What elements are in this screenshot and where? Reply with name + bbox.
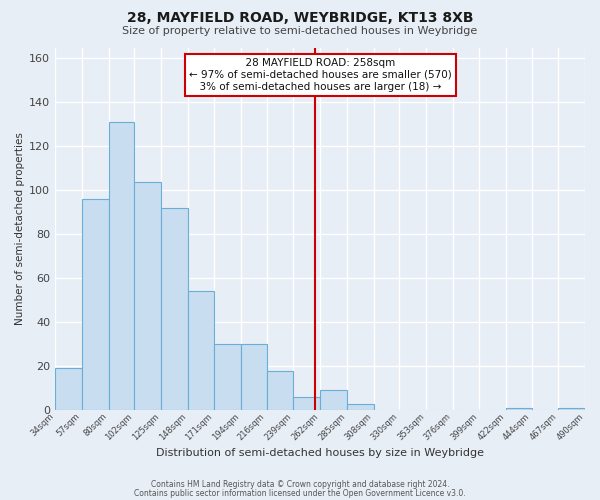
Text: 28 MAYFIELD ROAD: 258sqm  
← 97% of semi-detached houses are smaller (570)
  3% : 28 MAYFIELD ROAD: 258sqm ← 97% of semi-d… [189,58,451,92]
Bar [320,390,347,410]
Bar [347,404,374,410]
Bar [558,408,585,410]
Bar [241,344,266,410]
Bar [82,199,109,410]
Bar [214,344,241,410]
Bar [55,368,82,410]
Text: Size of property relative to semi-detached houses in Weybridge: Size of property relative to semi-detach… [122,26,478,36]
Bar [266,370,293,410]
Text: Contains public sector information licensed under the Open Government Licence v3: Contains public sector information licen… [134,489,466,498]
Bar [506,408,532,410]
Bar [188,292,214,410]
Y-axis label: Number of semi-detached properties: Number of semi-detached properties [15,132,25,326]
X-axis label: Distribution of semi-detached houses by size in Weybridge: Distribution of semi-detached houses by … [156,448,484,458]
Text: Contains HM Land Registry data © Crown copyright and database right 2024.: Contains HM Land Registry data © Crown c… [151,480,449,489]
Bar [109,122,134,410]
Bar [161,208,188,410]
Text: 28, MAYFIELD ROAD, WEYBRIDGE, KT13 8XB: 28, MAYFIELD ROAD, WEYBRIDGE, KT13 8XB [127,11,473,25]
Bar [134,182,161,410]
Bar [293,397,320,410]
